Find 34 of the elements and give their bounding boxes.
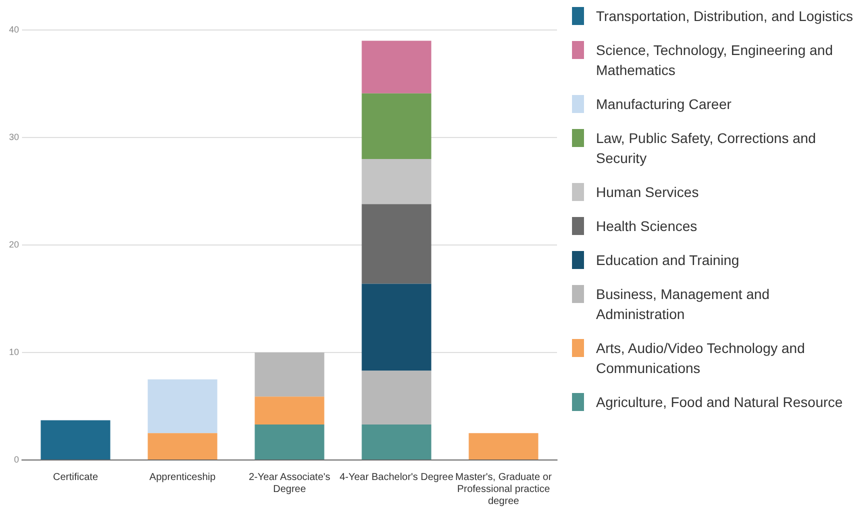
legend-label: Law, Public Safety, Corrections and Security [596,129,817,168]
bar [148,433,218,460]
x-tick-label: Master's, Graduate or Professional practice degree [455,472,552,507]
x-tick-label: 2-Year Associate's Degree [248,472,330,495]
bar [468,433,538,460]
y-tick-label: 40 [8,24,20,34]
bar [362,370,432,425]
legend-label: Human Services [596,183,699,202]
y-tick-label: 30 [8,132,20,142]
bar [254,396,324,425]
legend-label: Science, Technology, Engineering and Mathematics [596,41,834,80]
bar [254,352,324,397]
legend-label: Business, Management and Administration [596,285,771,324]
y-tick-label: 10 [8,346,20,357]
legend-label: Arts, Audio/Video Technology and Communications [596,339,806,378]
bar [362,159,432,204]
bar [362,284,432,371]
bar [362,204,432,284]
bar [40,420,110,460]
legend-label: Transportation, Distribution, and Logistics [596,7,854,26]
x-tick-label: Certificate [53,472,98,483]
legend-label: Health Sciences [596,217,698,236]
y-tick-label: 0 [14,454,20,464]
legend-label: Manufacturing Career [596,95,732,114]
x-tick-label: Apprenticeship [149,472,216,483]
bar [362,40,432,94]
bar [362,424,432,460]
y-tick-label: 20 [8,239,20,250]
legend-label: Agriculture, Food and Natural Resource [596,393,843,412]
bar [254,424,324,460]
bar [362,93,432,159]
x-tick-label: 4-Year Bachelor's Degree [340,472,454,483]
bar [148,379,218,434]
legend-label: Education and Training [596,251,740,270]
